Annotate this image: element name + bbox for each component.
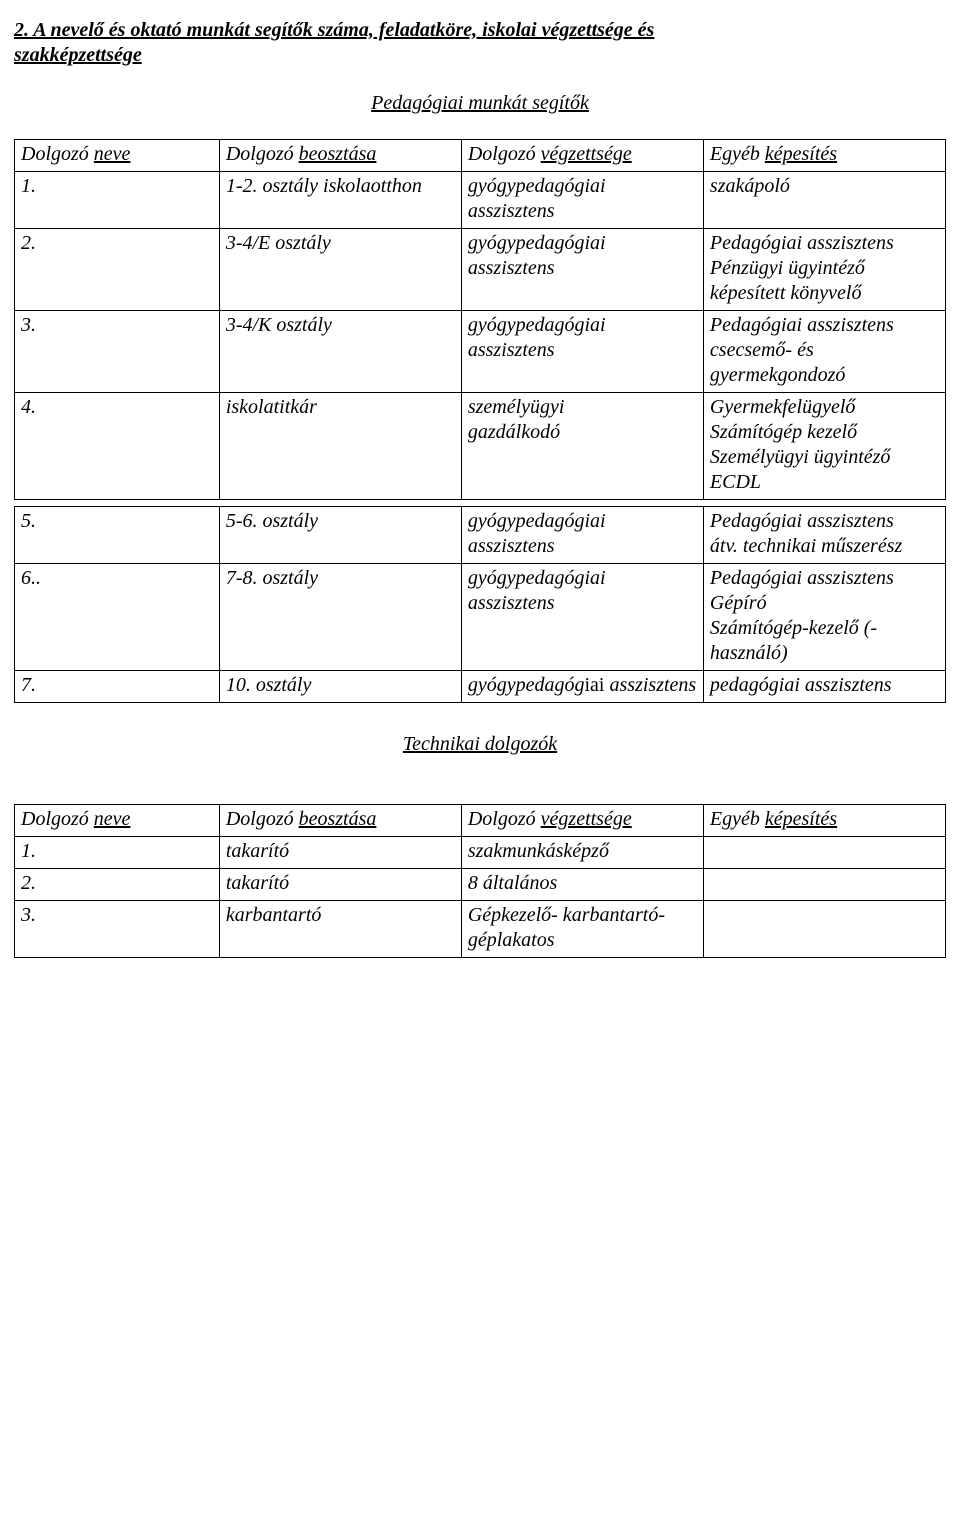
th-other: Egyéb képesítés — [703, 805, 945, 837]
cell: Pedagógiai asszisztens Gépíró Számítógép… — [703, 564, 945, 671]
table-row: 3. 3-4/K osztály gyógypedagógiai asszisz… — [15, 311, 946, 393]
table-technikai: Dolgozó neve Dolgozó beosztása Dolgozó v… — [14, 804, 946, 958]
cell: Gyermekfelügyelő Számítógép kezelő Szemé… — [703, 393, 945, 500]
cell: 1. — [15, 837, 220, 869]
cell: 3. — [15, 901, 220, 958]
cell: karbantartó — [219, 901, 461, 958]
th-position: Dolgozó beosztása — [219, 140, 461, 172]
cell: 7-8. osztály — [219, 564, 461, 671]
cell: Gépkezelő- karbantartó- géplakatos — [461, 901, 703, 958]
cell: takarító — [219, 869, 461, 901]
cell: gyógypedagógiai asszisztens — [461, 229, 703, 311]
table-row: 4. iskolatitkár személyügyi gazdálkodó G… — [15, 393, 946, 500]
cell: 1. — [15, 172, 220, 229]
table-row: 5. 5-6. osztály gyógypedagógiai assziszt… — [15, 507, 946, 564]
cell: 5. — [15, 507, 220, 564]
table-row: 2. 3-4/E osztály gyógypedagógiai asszisz… — [15, 229, 946, 311]
table-row: 2. takarító 8 általános — [15, 869, 946, 901]
table-row: 1. 1-2. osztály iskolaotthon gyógypedagó… — [15, 172, 946, 229]
table-row: 7. 10. osztály gyógypedagógiai assziszte… — [15, 671, 946, 703]
cell: gyógypedagógiai asszisztens — [461, 311, 703, 393]
cell: 2. — [15, 229, 220, 311]
cell: Pedagógiai asszisztens csecsemő- és gyer… — [703, 311, 945, 393]
cell: gyógypedagógiai asszisztens — [461, 671, 703, 703]
heading-line1: 2. A nevelő és oktató munkát segítők szá… — [14, 19, 654, 41]
th-qualification: Dolgozó végzettsége — [461, 805, 703, 837]
th-position: Dolgozó beosztása — [219, 805, 461, 837]
table-header-row: Dolgozó neve Dolgozó beosztása Dolgozó v… — [15, 140, 946, 172]
cell: pedagógiai asszisztens — [703, 671, 945, 703]
cell: gyógypedagógiai asszisztens — [461, 172, 703, 229]
table-row: 1. takarító szakmunkásképző — [15, 837, 946, 869]
heading-line2: szakképzettsége — [14, 44, 142, 66]
cell: Pedagógiai asszisztens Pénzügyi ügyintéz… — [703, 229, 945, 311]
cell: 4. — [15, 393, 220, 500]
subtitle-pedagogiai: Pedagógiai munkát segítők — [14, 92, 946, 115]
table-row: 3. karbantartó Gépkezelő- karbantartó- g… — [15, 901, 946, 958]
th-name: Dolgozó neve — [15, 140, 220, 172]
cell: iskolatitkár — [219, 393, 461, 500]
table-row: 6.. 7-8. osztály gyógypedagógiai asszisz… — [15, 564, 946, 671]
cell: 5-6. osztály — [219, 507, 461, 564]
section-heading: 2. A nevelő és oktató munkát segítők szá… — [14, 18, 946, 68]
cell: személyügyi gazdálkodó — [461, 393, 703, 500]
cell: 8 általános — [461, 869, 703, 901]
th-other: Egyéb képesítés — [703, 140, 945, 172]
cell: szakápoló — [703, 172, 945, 229]
table-header-row: Dolgozó neve Dolgozó beosztása Dolgozó v… — [15, 805, 946, 837]
cell: takarító — [219, 837, 461, 869]
cell: gyógypedagógiai asszisztens — [461, 507, 703, 564]
cell: 6.. — [15, 564, 220, 671]
cell: 2. — [15, 869, 220, 901]
subtitle-technikai: Technikai dolgozók — [14, 733, 946, 756]
cell: 3-4/E osztály — [219, 229, 461, 311]
cell — [703, 837, 945, 869]
cell: 10. osztály — [219, 671, 461, 703]
cell: Pedagógiai asszisztens átv. technikai mű… — [703, 507, 945, 564]
table-pedagogiai-1: Dolgozó neve Dolgozó beosztása Dolgozó v… — [14, 139, 946, 500]
cell: gyógypedagógiai asszisztens — [461, 564, 703, 671]
th-qualification: Dolgozó végzettsége — [461, 140, 703, 172]
cell: 7. — [15, 671, 220, 703]
cell: 3. — [15, 311, 220, 393]
th-name: Dolgozó neve — [15, 805, 220, 837]
table-pedagogiai-2: 5. 5-6. osztály gyógypedagógiai assziszt… — [14, 506, 946, 703]
cell: szakmunkásképző — [461, 837, 703, 869]
cell: 1-2. osztály iskolaotthon — [219, 172, 461, 229]
cell — [703, 901, 945, 958]
cell: 3-4/K osztály — [219, 311, 461, 393]
cell — [703, 869, 945, 901]
